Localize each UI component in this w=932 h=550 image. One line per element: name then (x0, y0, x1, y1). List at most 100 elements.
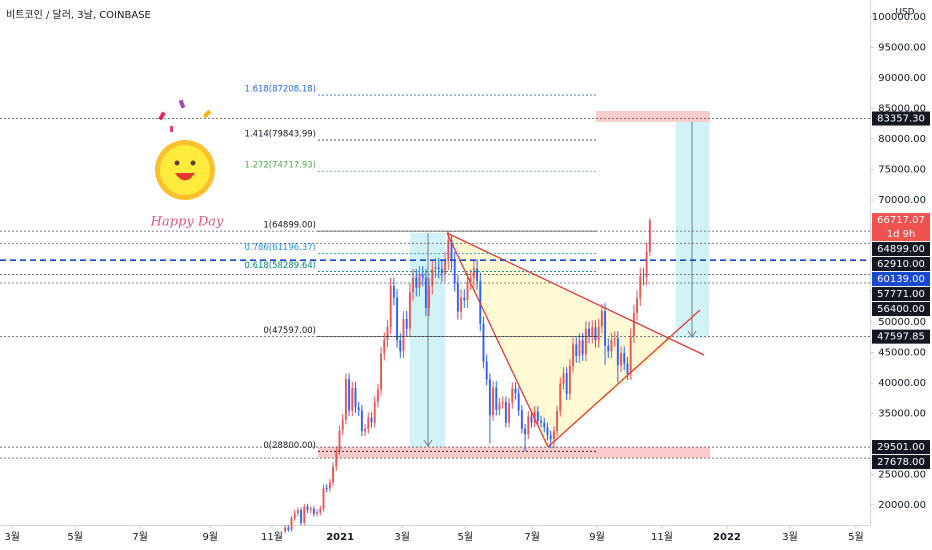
candle-body (357, 407, 360, 411)
candle-body (434, 267, 437, 269)
candle-body (300, 510, 303, 523)
candle-body (306, 506, 309, 510)
level-box (872, 440, 930, 455)
candle-body (472, 268, 475, 279)
y-tick-label: 75000.00 (878, 165, 926, 176)
y-tick-label: 80000.00 (878, 134, 926, 145)
candle-body (469, 278, 472, 282)
candle-body (648, 220, 651, 252)
candle-body (540, 420, 543, 423)
y-tick-label: 45000.00 (878, 348, 926, 359)
candle-body (354, 387, 357, 408)
candle-body (383, 339, 386, 354)
candle-body (293, 512, 296, 519)
candle-body (303, 506, 306, 523)
candle-body (284, 527, 287, 532)
y-tick-label: 20000.00 (878, 500, 926, 511)
candle-body (492, 387, 495, 416)
candle-body (591, 327, 594, 337)
candle-body (338, 430, 341, 451)
candle-body (623, 353, 626, 364)
candle-body (584, 328, 587, 355)
candle-body (319, 508, 322, 513)
y-tick-label: 100000.00 (872, 12, 926, 23)
candle-body (508, 403, 511, 423)
fib-label: 0(47597.00) (263, 326, 316, 336)
fib-label: 0.786(61196.37) (244, 243, 316, 253)
fib-label: 1(64899.00) (263, 221, 316, 231)
candle-body (543, 422, 546, 428)
candle-body (639, 276, 642, 299)
candle-body (466, 281, 469, 301)
candle-body (322, 487, 325, 509)
candle-body (604, 311, 607, 346)
candle-body (444, 261, 447, 274)
candle-body (341, 419, 344, 431)
candle-body (376, 389, 379, 402)
level-label: 57771.00 (877, 289, 925, 300)
candle-body (482, 323, 485, 362)
level-box (872, 455, 930, 470)
candle-body (527, 416, 530, 435)
candle-body (373, 401, 376, 423)
candle-body (594, 327, 597, 341)
candle-body (620, 353, 623, 366)
candle-body (344, 379, 347, 420)
level-label: 47597.85 (877, 332, 925, 343)
x-tick-label: 5월 (67, 531, 83, 543)
sticker: Happy Day (135, 80, 240, 240)
candle-body (572, 344, 575, 366)
level-box (872, 272, 930, 287)
candle-body (412, 277, 415, 293)
candle-body (511, 388, 514, 404)
y-tick-label: 90000.00 (878, 73, 926, 84)
candle-body (578, 340, 581, 357)
candle-body (402, 318, 405, 352)
confetti (170, 126, 173, 132)
candle-body (488, 379, 491, 416)
candle-body (424, 277, 427, 308)
candle-body (460, 297, 463, 312)
trend-line (446, 232, 705, 356)
fib-label: 0(28800.00) (263, 441, 316, 451)
y-tick-label: 85000.00 (878, 104, 926, 115)
candle-body (610, 339, 613, 352)
candle-body (636, 298, 639, 313)
candle-body (626, 363, 629, 374)
sun (160, 145, 210, 195)
zone (318, 447, 710, 458)
y-tick-label: 35000.00 (878, 408, 926, 419)
candle-body (325, 487, 328, 489)
candle-body (396, 297, 399, 341)
x-tick-label: 5월 (457, 531, 473, 543)
x-tick-label: 11월 (651, 531, 673, 543)
candle-body (562, 373, 565, 384)
candle-body (309, 508, 312, 510)
candle-body (556, 411, 559, 432)
candle-body (552, 431, 555, 440)
trend-lines (446, 232, 705, 448)
candle-body (290, 518, 293, 530)
x-tick-label: 7월 (524, 531, 540, 543)
level-box (872, 287, 930, 302)
x-tick-label: 9월 (589, 531, 605, 543)
candle-body (408, 292, 411, 329)
candle-body (456, 282, 459, 312)
candle-body (453, 261, 456, 283)
candle-body (440, 268, 443, 274)
zone (596, 111, 710, 122)
level-label: 29501.00 (877, 442, 925, 453)
mouth (175, 173, 195, 181)
candle-body (463, 297, 466, 301)
level-label: 56400.00 (877, 304, 925, 315)
trend-line (547, 309, 701, 448)
level-label: 62910.00 (877, 259, 925, 270)
level-box (872, 242, 930, 257)
current-price-box (872, 213, 930, 242)
candle-body (501, 401, 504, 404)
candle-body (568, 365, 571, 394)
x-tick-label: 2022 (713, 532, 741, 543)
candle-body (431, 268, 434, 287)
candle-body (549, 435, 552, 440)
y-tick-label: 25000.00 (878, 469, 926, 480)
